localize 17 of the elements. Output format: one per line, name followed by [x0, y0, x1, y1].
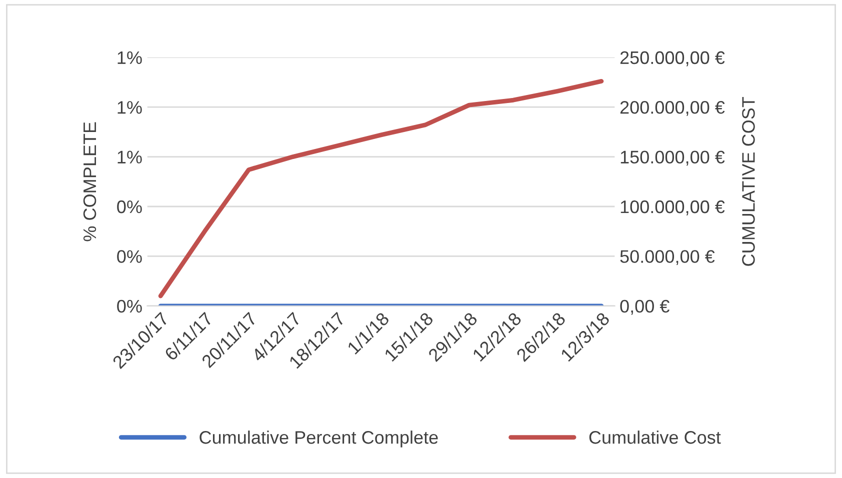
line-series [158, 78, 604, 298]
y-tick-label: 1% [118, 150, 142, 164]
legend-label: Cumulative Cost [589, 430, 721, 444]
y2-tick-label: 100.000,00 € [620, 200, 725, 216]
y-tick-label: 1% [118, 101, 142, 114]
y-axis-title: % COMPLETE [83, 122, 96, 242]
y2-tick-label: 0,00 € [620, 300, 670, 315]
y-tick-label: 1% [118, 51, 142, 64]
y2-tick-label: 150.000,00 € [620, 150, 725, 166]
y2-tick-label: 250.000,00 € [620, 51, 725, 66]
y-tick-label: 0% [117, 250, 142, 263]
y2-tick-label: 200.000,00 € [620, 101, 725, 116]
y-tick-label: 0% [117, 300, 142, 313]
y2-tick-label: 50.000,00 € [620, 250, 715, 266]
y2-axis-title: CUMULATIVE COST [742, 96, 755, 266]
legend-label: Cumulative Percent Complete [200, 430, 438, 448]
y-tick-label: 0% [117, 200, 142, 214]
